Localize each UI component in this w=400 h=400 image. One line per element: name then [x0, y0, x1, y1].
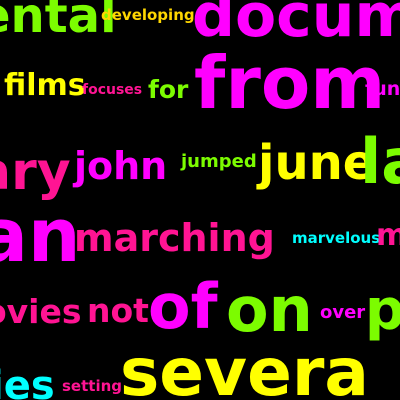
word-not: not	[87, 291, 149, 330]
word-severa: severa	[120, 334, 369, 400]
word-ovies: ovies	[0, 292, 82, 331]
word-p: p	[365, 278, 400, 343]
word-films: films	[4, 68, 86, 103]
word-john: john	[74, 144, 168, 188]
word-ary: ary	[0, 142, 71, 202]
word-an: an	[0, 193, 81, 279]
word-m: m	[376, 218, 400, 253]
word-ental: ental	[0, 0, 117, 44]
word-documen: documen	[192, 0, 400, 51]
word-of: of	[148, 270, 218, 343]
word-from: from	[194, 41, 386, 125]
word-marvelous: marvelous	[292, 229, 381, 247]
word-la: la	[360, 125, 400, 198]
word-focuses: focuses	[82, 82, 143, 98]
word-june: june	[258, 135, 376, 191]
word-fun: fun	[365, 78, 400, 100]
word-setting: setting	[62, 377, 122, 395]
word-ies: ies	[0, 363, 55, 400]
word-marching: marching	[74, 216, 275, 260]
word-on: on	[226, 273, 313, 346]
word-for: for	[148, 75, 189, 104]
word-over: over	[320, 302, 366, 323]
word-developing: developing	[101, 6, 195, 24]
word-jumped: jumped	[181, 151, 257, 172]
